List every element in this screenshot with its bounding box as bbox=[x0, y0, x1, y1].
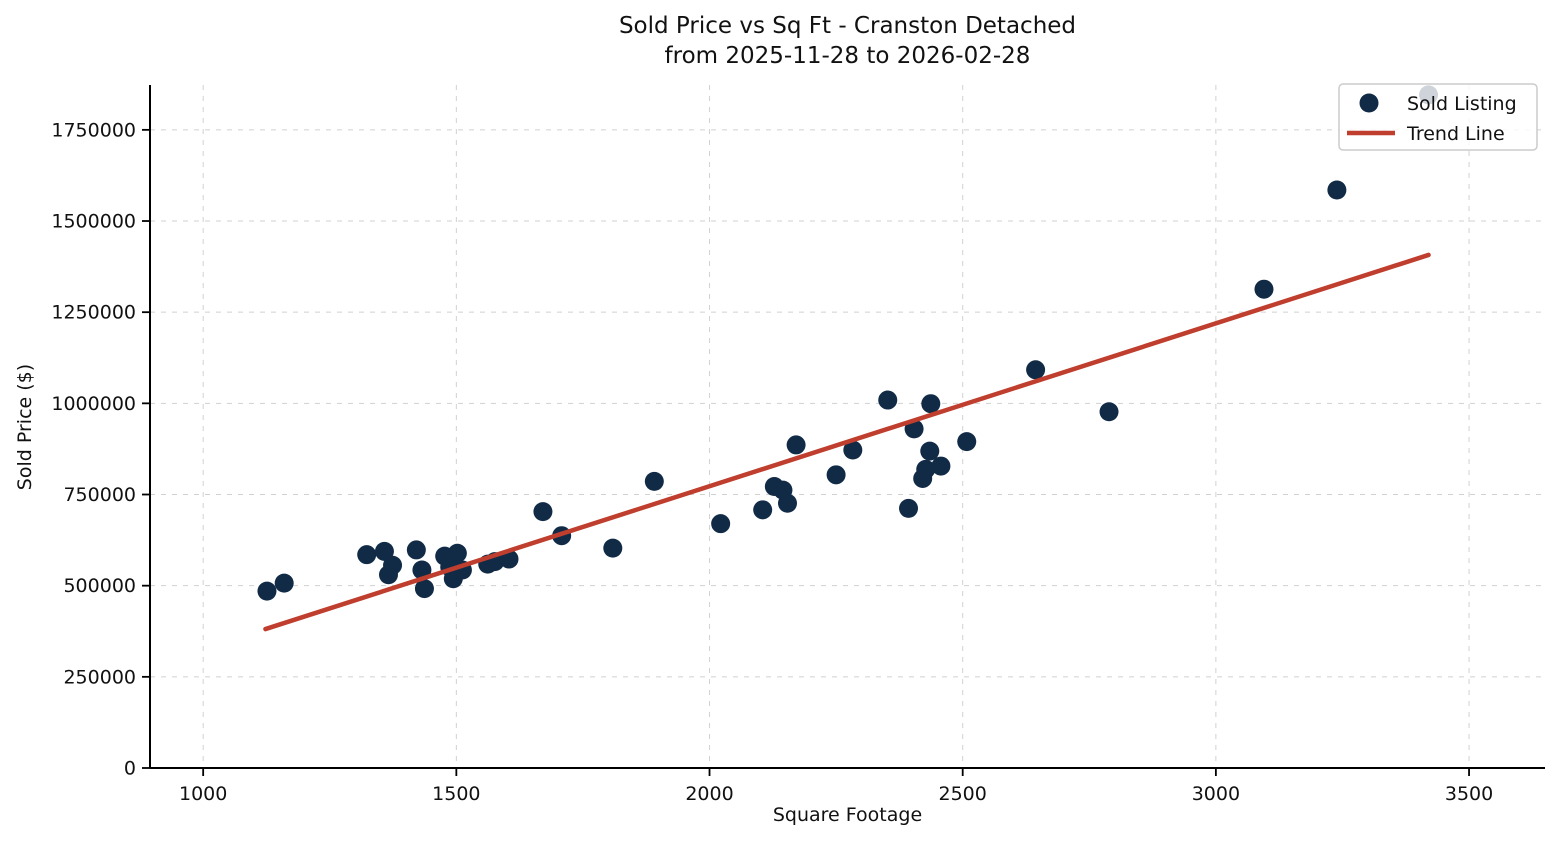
y-tick-label: 1750000 bbox=[51, 119, 136, 141]
scatter-point bbox=[1254, 279, 1274, 299]
chart-title-line2: from 2025-11-28 to 2026-02-28 bbox=[664, 43, 1031, 70]
scatter-point bbox=[357, 545, 377, 565]
scatter-point bbox=[753, 500, 773, 520]
legend-label-trend-line: Trend Line bbox=[1406, 123, 1505, 145]
scatter-point bbox=[447, 543, 467, 563]
scatter-point bbox=[412, 560, 432, 580]
scatter-point bbox=[826, 465, 846, 485]
x-tick-label: 3000 bbox=[1192, 783, 1240, 805]
y-tick-label: 1000000 bbox=[51, 393, 136, 415]
scatter-point bbox=[786, 435, 806, 455]
scatter-point bbox=[1327, 180, 1347, 200]
y-tick-label: 1500000 bbox=[51, 211, 136, 233]
chart-title-line1: Sold Price vs Sq Ft - Cranston Detached bbox=[618, 13, 1077, 39]
legend-marker-sold-listing-icon bbox=[1359, 93, 1379, 113]
scatter-point bbox=[1026, 360, 1046, 380]
chart-title: Sold Price vs Sq Ft - Cranston Detached … bbox=[150, 11, 1545, 72]
scatter-point bbox=[533, 502, 553, 522]
legend: Sold Listing Trend Line bbox=[1338, 83, 1538, 151]
scatter-point bbox=[916, 459, 936, 479]
scatter-point bbox=[374, 541, 394, 561]
x-tick-label: 1500 bbox=[432, 783, 480, 805]
x-tick-label: 2000 bbox=[685, 783, 733, 805]
scatter-point bbox=[711, 514, 731, 534]
scatter-point bbox=[957, 432, 977, 452]
scatter-point bbox=[257, 581, 277, 601]
legend-label-sold-listing: Sold Listing bbox=[1407, 93, 1517, 115]
x-tick-label: 3500 bbox=[1445, 783, 1493, 805]
y-tick-label: 1250000 bbox=[51, 302, 136, 324]
trend-line bbox=[263, 252, 1431, 632]
scatter-point bbox=[878, 390, 898, 410]
x-axis-title: Square Footage bbox=[772, 804, 923, 826]
scatter-point bbox=[414, 579, 434, 599]
scatter-point bbox=[920, 441, 940, 461]
scatter-point bbox=[274, 573, 294, 593]
scatter-point bbox=[843, 440, 863, 460]
scatter-point bbox=[921, 394, 941, 414]
y-tick-label: 0 bbox=[124, 758, 136, 780]
x-tick-label: 2500 bbox=[939, 783, 987, 805]
scatter-point bbox=[1099, 402, 1119, 422]
scatter-point bbox=[777, 493, 797, 513]
scatter-point bbox=[603, 538, 623, 558]
scatter-point bbox=[931, 456, 951, 476]
scatter-point bbox=[644, 471, 664, 491]
scatter-point bbox=[378, 565, 398, 585]
x-tick-label: 1000 bbox=[179, 783, 227, 805]
y-tick-label: 750000 bbox=[63, 484, 136, 506]
scatter-point bbox=[899, 498, 919, 518]
y-tick-label: 500000 bbox=[63, 575, 136, 597]
y-tick-label: 250000 bbox=[63, 666, 136, 688]
scatter-point bbox=[406, 540, 426, 560]
